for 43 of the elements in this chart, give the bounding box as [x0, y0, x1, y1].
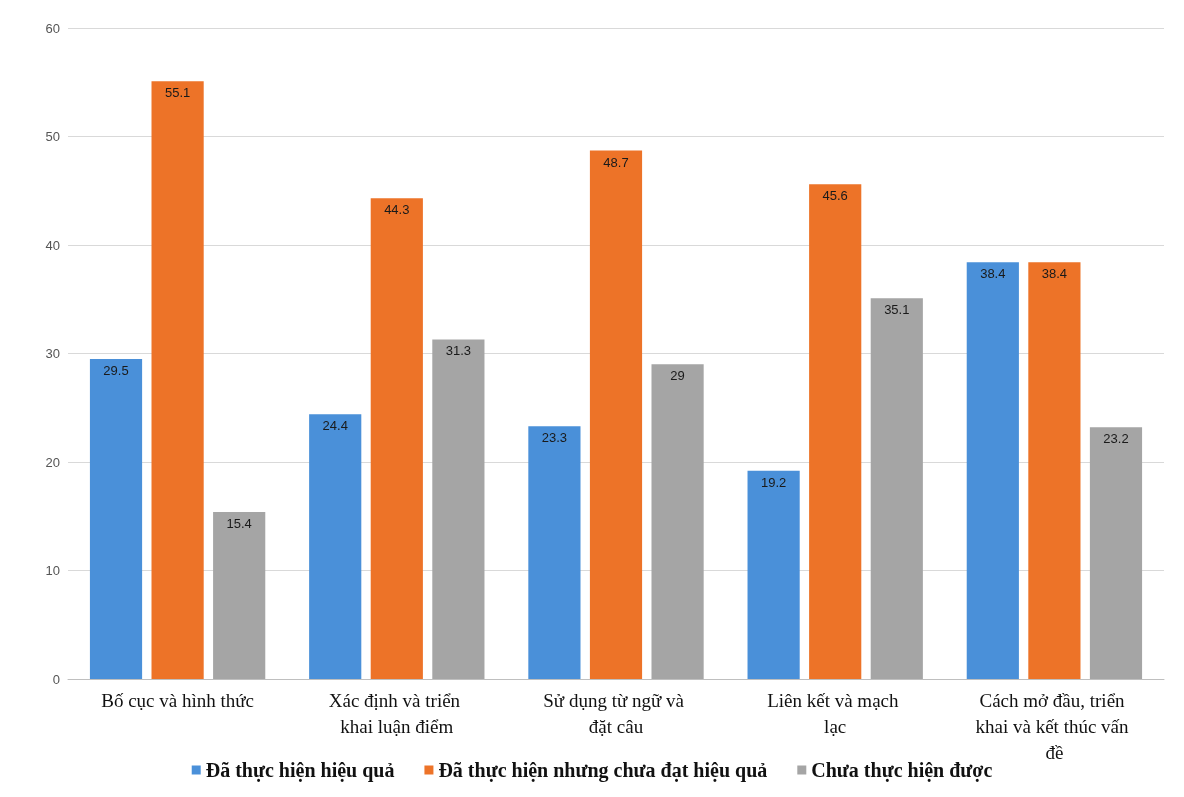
bar	[589, 150, 643, 679]
bar	[432, 339, 485, 679]
bar	[1028, 262, 1081, 679]
x-tick-label: Liên kết và mạch lạc	[767, 689, 904, 737]
bar	[151, 81, 204, 679]
y-tick-label: 0	[52, 671, 60, 687]
data-label: 35.1	[884, 302, 910, 318]
y-tick-label: 10	[45, 563, 60, 578]
legend-label: Đã thực hiện nhưng chưa đạt hiệu quả	[438, 759, 768, 782]
bar	[213, 511, 266, 679]
bar	[309, 414, 362, 679]
data-label: 29.5	[103, 362, 129, 378]
data-label: 24.4	[322, 418, 348, 434]
y-tick-label: 40	[45, 237, 60, 253]
data-label: 23.2	[1103, 431, 1129, 447]
y-tick-label: 60	[45, 20, 60, 36]
x-tick-label: Xác định và triển khai luận điểm	[328, 689, 465, 737]
x-tick-label: Sử dụng từ ngữ và đặt câu	[543, 689, 689, 737]
data-label: 48.7	[603, 154, 629, 170]
bar	[747, 470, 800, 679]
data-label: 31.3	[445, 343, 472, 359]
bar	[809, 184, 862, 679]
data-label: 29	[670, 368, 685, 384]
bar	[528, 426, 581, 679]
legend-label: Đã thực hiện hiệu quả	[205, 759, 395, 782]
y-tick-label: 50	[45, 129, 60, 144]
bar	[1089, 427, 1143, 679]
bar	[89, 358, 143, 679]
bar	[870, 298, 923, 679]
data-label: 44.3	[384, 202, 410, 218]
y-tick-label: 30	[45, 346, 60, 361]
data-label: 15.4	[226, 515, 252, 531]
data-label: 38.4	[980, 266, 1006, 282]
data-label: 23.3	[541, 430, 568, 446]
y-tick-label: 20	[45, 454, 60, 470]
x-tick-label: Bố cục và hình thức	[101, 689, 254, 711]
bar	[651, 364, 704, 679]
bar	[966, 262, 1019, 679]
data-label: 55.1	[164, 85, 191, 101]
bar	[370, 198, 423, 679]
data-label: 38.4	[1041, 266, 1068, 282]
data-label: 19.2	[760, 474, 787, 490]
data-label: 45.6	[822, 188, 848, 204]
